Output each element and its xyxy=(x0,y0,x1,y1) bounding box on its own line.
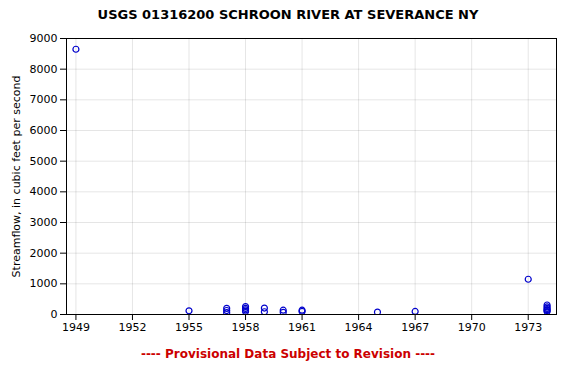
svg-text:0: 0 xyxy=(51,308,58,321)
svg-text:9000: 9000 xyxy=(30,32,58,45)
svg-text:Streamflow, in cubic feet per: Streamflow, in cubic feet per second xyxy=(10,76,23,278)
svg-text:8000: 8000 xyxy=(30,63,58,76)
svg-text:7000: 7000 xyxy=(30,93,58,106)
svg-text:3000: 3000 xyxy=(30,216,58,229)
svg-text:1958: 1958 xyxy=(232,321,260,334)
svg-text:6000: 6000 xyxy=(30,124,58,137)
svg-text:1970: 1970 xyxy=(458,321,486,334)
svg-text:1964: 1964 xyxy=(345,321,373,334)
svg-text:5000: 5000 xyxy=(30,155,58,168)
svg-text:1952: 1952 xyxy=(118,321,146,334)
svg-text:1973: 1973 xyxy=(514,321,542,334)
html-text:USGS 01316200 SCHROON RIVER AT: USGS 01316200 SCHROON RIVER AT SEVERANCE… xyxy=(97,7,479,22)
svg-text:1955: 1955 xyxy=(175,321,203,334)
svg-text:4000: 4000 xyxy=(30,185,58,198)
svg-text:1967: 1967 xyxy=(401,321,429,334)
html-text:---- Provisional Data Subject: ---- Provisional Data Subject to Revisio… xyxy=(140,347,436,361)
svg-text:1000: 1000 xyxy=(30,277,58,290)
svg-text:2000: 2000 xyxy=(30,247,58,260)
svg-text:1961: 1961 xyxy=(288,321,316,334)
svg-text:1949: 1949 xyxy=(62,321,90,334)
